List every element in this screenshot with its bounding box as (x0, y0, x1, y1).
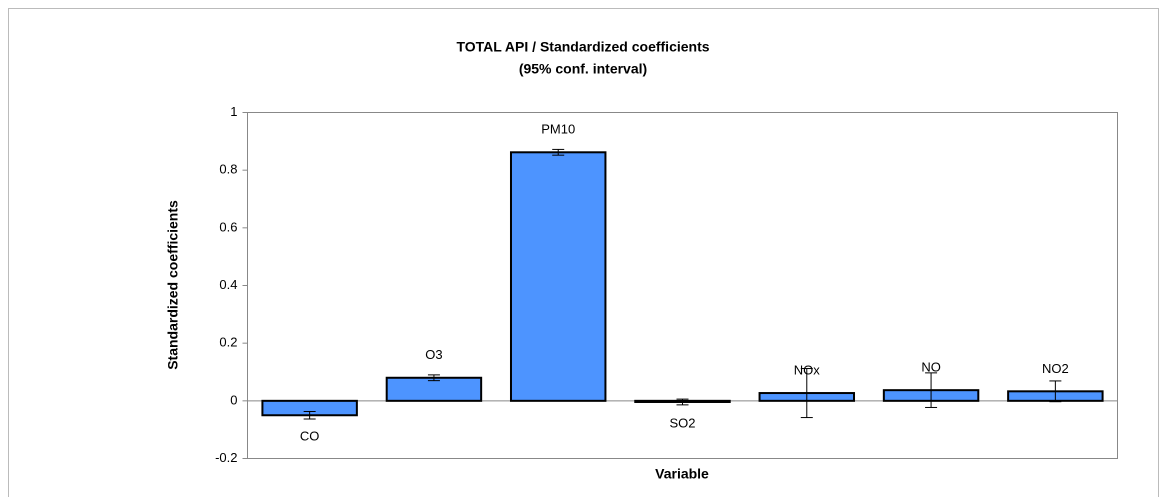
category-label: O3 (425, 347, 442, 362)
error-bar (303, 411, 316, 420)
category-label: NO2 (1042, 361, 1069, 376)
x-axis-label: Variable (655, 466, 709, 482)
category-label: NOx (794, 362, 821, 377)
error-bar (552, 148, 565, 156)
y-tick-label: 0.6 (219, 219, 237, 234)
y-tick-label: 1 (230, 104, 237, 119)
error-bar (925, 372, 938, 408)
error-bar (676, 398, 689, 406)
error-bar (800, 368, 813, 419)
y-tick-label: 0.2 (219, 335, 237, 350)
bar (385, 376, 483, 402)
error-bar (427, 374, 440, 382)
chart-title: TOTAL API / Standardized coefficients (456, 39, 709, 55)
category-label: SO2 (669, 415, 695, 430)
error-bar (1049, 380, 1062, 403)
y-tick-label: 0.4 (219, 277, 237, 292)
y-tick-label: -0.2 (215, 450, 237, 465)
category-label: CO (300, 429, 320, 444)
chart-subtitle: (95% conf. interval) (519, 61, 647, 77)
y-tick-label: 0 (230, 392, 237, 407)
category-label: PM10 (541, 122, 575, 137)
y-axis-label: Standardized coefficients (165, 200, 181, 370)
category-label: NO (921, 360, 941, 375)
bar (509, 151, 607, 402)
y-tick-label: 0.8 (219, 162, 237, 177)
